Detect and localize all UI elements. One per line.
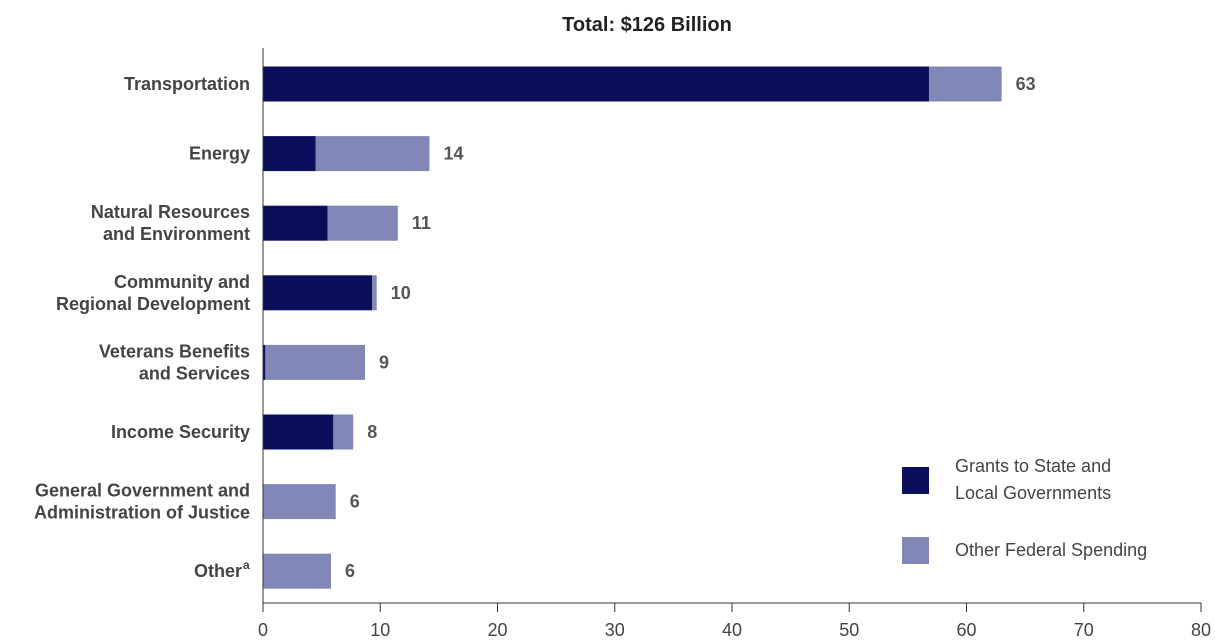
legend-label-other-federal: Other Federal Spending xyxy=(955,540,1147,560)
bar-segment-grants-1 xyxy=(263,136,316,172)
category-label: Other xyxy=(194,561,242,581)
bar-segment-other-federal-1 xyxy=(315,136,430,172)
category-label: Income Security xyxy=(111,422,250,442)
legend-swatch-other-federal xyxy=(902,537,929,564)
category-label: and Services xyxy=(139,363,250,383)
x-tick-label: 80 xyxy=(1191,620,1211,640)
category-label: Administration of Justice xyxy=(34,503,250,523)
bar-segment-grants-2 xyxy=(263,205,328,241)
total-value-labels: 63 14 11 10 9 8 6 6 xyxy=(345,74,1036,581)
x-tick-label: 0 xyxy=(258,620,268,640)
category-label: Regional Development xyxy=(56,294,250,314)
category-label: and Environment xyxy=(103,224,250,244)
total-value-label: 11 xyxy=(412,213,431,233)
total-value-label: 14 xyxy=(443,144,463,164)
category-footnote-marker: a xyxy=(243,558,250,572)
x-tick-label: 20 xyxy=(487,620,507,640)
x-tick-label: 50 xyxy=(839,620,859,640)
bar-segment-other-federal-3 xyxy=(372,275,377,311)
total-value-label: 63 xyxy=(1016,74,1036,94)
legend: Grants to State and Local Governments Othe… xyxy=(902,456,1147,564)
category-label: Veterans Benefits xyxy=(99,341,250,361)
total-value-label: 10 xyxy=(391,283,411,303)
bar-segment-grants-5 xyxy=(263,414,334,450)
bars-layer xyxy=(263,66,1002,589)
legend-label-grants: Grants to State and xyxy=(955,456,1111,476)
total-value-label: 8 xyxy=(367,422,377,442)
chart-title: Total: $126 Billion xyxy=(562,14,732,36)
bar-segment-other-federal-5 xyxy=(333,414,354,450)
bar-segment-other-federal-4 xyxy=(265,344,366,380)
bar-segment-other-federal-2 xyxy=(327,205,398,241)
x-tick-label: 30 xyxy=(605,620,625,640)
x-axis: 0 10 20 30 40 50 60 70 80 xyxy=(258,48,1211,640)
total-value-label: 6 xyxy=(350,492,360,512)
total-value-label: 9 xyxy=(379,352,389,372)
bar-segment-grants-4 xyxy=(263,344,266,380)
x-tick-label: 10 xyxy=(370,620,390,640)
bar-segment-grants-3 xyxy=(263,275,373,311)
category-label: General Government and xyxy=(35,481,250,501)
x-tick-label: 60 xyxy=(956,620,976,640)
bar-segment-grants-0 xyxy=(263,66,929,102)
x-tick-label: 40 xyxy=(722,620,742,640)
category-label: Natural Resources xyxy=(91,202,250,222)
total-value-label: 6 xyxy=(345,561,355,581)
x-tick-label: 70 xyxy=(1074,620,1094,640)
bar-segment-other-federal-6 xyxy=(263,484,336,520)
category-label: Community and xyxy=(114,272,250,292)
category-label: Transportation xyxy=(124,74,250,94)
category-label: Energy xyxy=(189,144,250,164)
bar-segment-other-federal-0 xyxy=(928,66,1002,102)
legend-swatch-grants xyxy=(902,467,929,494)
legend-label-grants: Local Governments xyxy=(955,483,1111,503)
bar-segment-other-federal-7 xyxy=(263,553,332,589)
